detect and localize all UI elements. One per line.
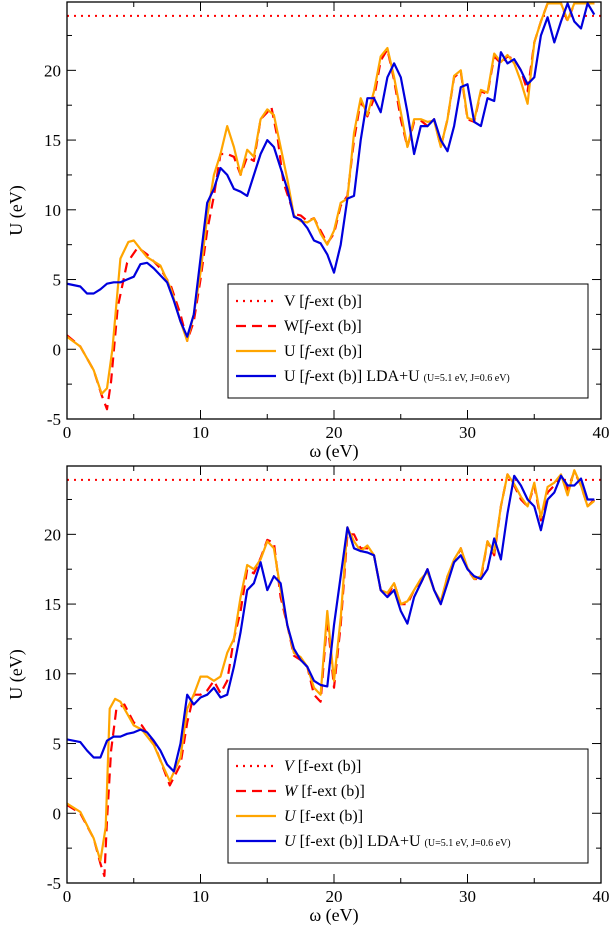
x-tick-label: 30 <box>459 887 476 906</box>
legend: V [f-ext (b)]W[f-ext (b)]U [f-ext (b)]U … <box>227 283 589 399</box>
y-axis-label: U (eV) <box>6 185 27 235</box>
legend-label-1: V [f-ext (b)] <box>284 293 362 310</box>
legend-label-part: [f-ext (b)] <box>294 758 362 775</box>
legend-box <box>227 748 589 864</box>
x-tick-label: 30 <box>459 423 476 442</box>
x-tick-label: 0 <box>63 423 72 442</box>
y-tick-label: 10 <box>44 665 61 684</box>
x-tick-label: 10 <box>192 423 209 442</box>
legend-label-part: [f-ext (b)] <box>296 808 364 825</box>
legend-label-part: U <box>284 808 297 825</box>
legend-label-part: U [ <box>284 368 305 385</box>
y-axis-label: U (eV) <box>6 649 27 699</box>
legend-label-part: f <box>305 368 312 385</box>
y-tick-label: -5 <box>47 410 61 429</box>
legend-label-part: U <box>284 833 297 850</box>
legend-label-part: -ext (b)] <box>309 293 362 310</box>
legend-label-part: -ext (b)] LDA+U <box>309 368 423 385</box>
legend-label-2: W[f-ext (b)] <box>284 318 362 335</box>
legend: V [f-ext (b)]W [f-ext (b)]U [f-ext (b)]U… <box>227 748 589 864</box>
x-axis-label: ω (eV) <box>309 905 358 926</box>
legend-label-part: -ext (b)] <box>309 343 362 360</box>
legend-label-part: [f-ext (b)] LDA+U <box>296 833 425 850</box>
x-tick-label: 40 <box>593 423 610 442</box>
legend-label-4: U [f-ext (b)] LDA+U (U=5.1 eV, J=0.6 eV) <box>284 833 511 850</box>
y-tick-label: 5 <box>53 271 62 290</box>
y-tick-label: 0 <box>53 340 62 359</box>
x-axis-label: ω (eV) <box>309 441 358 462</box>
legend-label-part: [f-ext (b)] <box>297 783 365 800</box>
legend-label-3: U [f-ext (b)] <box>284 343 362 360</box>
y-tick-label: 15 <box>44 595 61 614</box>
legend-label-part: (U=5.1 eV, J=0.6 eV) <box>425 838 511 849</box>
y-tick-label: 15 <box>44 131 61 150</box>
legend-box <box>227 283 589 399</box>
y-tick-label: 10 <box>44 201 61 220</box>
legend-label-part: f <box>305 343 312 360</box>
legend-label-part: (U=5.1 eV, J=0.6 eV) <box>424 373 510 384</box>
legend-label-part: U [ <box>284 343 305 360</box>
legend-label-part: V <box>284 758 296 775</box>
y-tick-label: 5 <box>53 735 62 754</box>
x-tick-label: 0 <box>63 887 72 906</box>
x-tick-label: 10 <box>192 887 209 906</box>
legend-label-part: W[ <box>284 318 304 335</box>
legend-label-3: U [f-ext (b)] <box>284 808 363 825</box>
x-tick-label: 40 <box>593 887 610 906</box>
legend-label-part: W <box>284 783 299 800</box>
legend-label-part: -ext (b)] <box>309 318 362 335</box>
legend-label-part: V [ <box>284 293 305 310</box>
y-tick-label: 0 <box>53 804 62 823</box>
legend-label-2: W [f-ext (b)] <box>284 783 365 800</box>
series-line-4 <box>67 2 596 338</box>
series-line-4 <box>67 474 595 773</box>
y-tick-label: 20 <box>44 61 61 80</box>
legend-label-4: U [f-ext (b)] LDA+U (U=5.1 eV, J=0.6 eV) <box>284 368 510 385</box>
legend-label-part: f <box>305 293 312 310</box>
series-group <box>67 2 601 411</box>
y-tick-label: -5 <box>47 874 61 893</box>
x-tick-label: 20 <box>326 423 343 442</box>
x-tick-label: 20 <box>326 887 343 906</box>
legend-label-part: f <box>304 318 311 335</box>
y-tick-label: 20 <box>44 525 61 544</box>
legend-label-1: V [f-ext (b)] <box>284 758 361 775</box>
series-group <box>67 469 601 878</box>
